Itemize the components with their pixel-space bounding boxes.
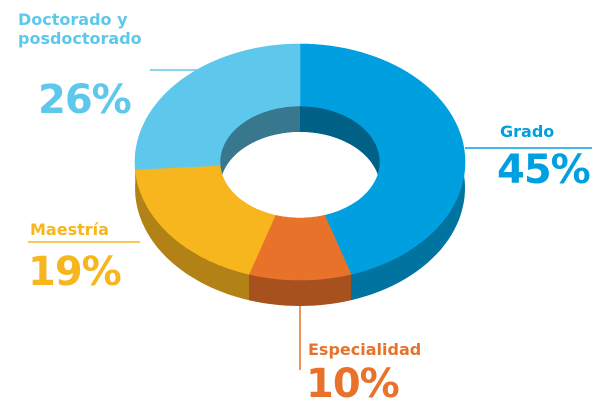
slice bbox=[134, 43, 301, 170]
slice-outer-wall bbox=[249, 274, 351, 306]
value-label: 45% bbox=[497, 147, 591, 193]
category-label: Grado bbox=[500, 122, 555, 141]
slice-outer-wall bbox=[135, 169, 249, 301]
value-label: 19% bbox=[28, 249, 122, 295]
slice-inner-wall bbox=[220, 106, 300, 192]
category-label: Especialidad bbox=[308, 340, 422, 359]
category-label: Maestría bbox=[30, 220, 109, 239]
value-label: 26% bbox=[38, 77, 132, 123]
category-label: Doctorado y posdoctorado bbox=[18, 10, 142, 48]
value-label: 10% bbox=[306, 361, 400, 405]
